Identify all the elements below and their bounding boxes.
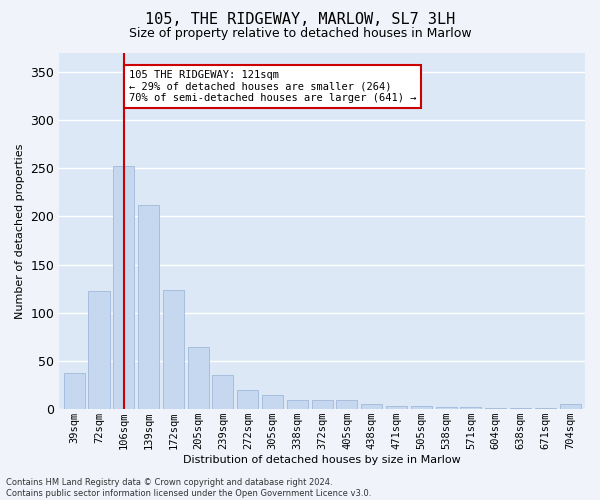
X-axis label: Distribution of detached houses by size in Marlow: Distribution of detached houses by size …: [183, 455, 461, 465]
Bar: [337, 400, 358, 409]
Bar: [237, 390, 258, 409]
Bar: [460, 407, 481, 409]
Bar: [113, 166, 134, 409]
Bar: [64, 372, 85, 409]
Bar: [311, 400, 332, 409]
Bar: [287, 400, 308, 409]
Bar: [188, 346, 209, 409]
Bar: [436, 407, 457, 409]
Bar: [485, 408, 506, 409]
Bar: [386, 406, 407, 409]
Bar: [138, 205, 159, 409]
Text: 105 THE RIDGEWAY: 121sqm
← 29% of detached houses are smaller (264)
70% of semi-: 105 THE RIDGEWAY: 121sqm ← 29% of detach…: [129, 70, 416, 103]
Text: Size of property relative to detached houses in Marlow: Size of property relative to detached ho…: [128, 28, 472, 40]
Text: Contains HM Land Registry data © Crown copyright and database right 2024.
Contai: Contains HM Land Registry data © Crown c…: [6, 478, 371, 498]
Bar: [88, 290, 110, 409]
Text: 105, THE RIDGEWAY, MARLOW, SL7 3LH: 105, THE RIDGEWAY, MARLOW, SL7 3LH: [145, 12, 455, 28]
Bar: [212, 376, 233, 409]
Bar: [262, 394, 283, 409]
Bar: [361, 404, 382, 409]
Bar: [560, 404, 581, 409]
Bar: [535, 408, 556, 409]
Bar: [411, 406, 432, 409]
Bar: [163, 290, 184, 409]
Y-axis label: Number of detached properties: Number of detached properties: [15, 143, 25, 318]
Bar: [510, 408, 531, 409]
